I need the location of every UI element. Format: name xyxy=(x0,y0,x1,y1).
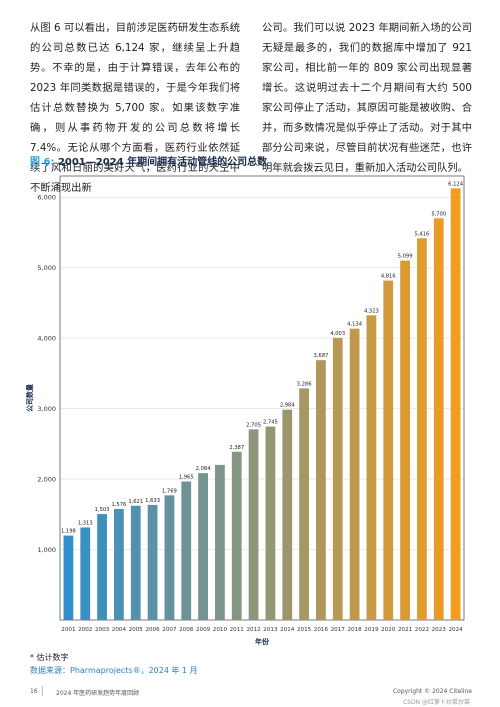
bar xyxy=(332,337,343,620)
data-label: 1,965 xyxy=(179,475,194,481)
x-axis-title: 年份 xyxy=(255,637,270,646)
x-tick-label: 2018 xyxy=(347,627,362,633)
publication-name: 2024 年医药研发趋势年度回顾 xyxy=(56,690,140,697)
figure-notes: * 估计数字 数据来源：Pharmaprojects®，2024 年 1 月 xyxy=(30,651,198,677)
bar xyxy=(299,388,309,620)
x-tick-label: 2006 xyxy=(145,627,160,633)
x-tick-label: 2020 xyxy=(381,627,396,633)
x-tick-label: 2002 xyxy=(78,627,92,633)
bar xyxy=(130,505,141,620)
page-number: 16 xyxy=(30,688,38,695)
source-note: 数据来源：Pharmaprojects®，2024 年 1 月 xyxy=(30,666,198,675)
x-tick-label: 2022 xyxy=(415,627,429,633)
y-tick-label: 6,000 xyxy=(37,194,56,202)
data-label: 3,286 xyxy=(297,381,312,387)
data-label: 1,313 xyxy=(78,520,93,526)
bar xyxy=(316,360,326,620)
bar xyxy=(248,429,259,620)
x-tick-label: 2012 xyxy=(246,627,260,633)
data-label: 5,416 xyxy=(414,231,429,237)
y-tick-label: 5,000 xyxy=(37,264,56,272)
x-tick-label: 2009 xyxy=(196,627,211,633)
data-label: 5,099 xyxy=(398,254,413,260)
x-tick-label: 2011 xyxy=(230,627,245,633)
figure-title: 图 6: 2001—2024 年期间拥有活动管线的公司总数 xyxy=(30,153,267,168)
bar xyxy=(400,260,410,620)
x-tick-label: 2004 xyxy=(112,627,127,633)
bar xyxy=(198,473,208,620)
x-tick-label: 2017 xyxy=(331,627,346,633)
bar xyxy=(433,218,444,620)
bar xyxy=(417,238,427,620)
x-tick-label: 2016 xyxy=(314,627,329,633)
bar xyxy=(147,504,158,620)
data-label: 5,700 xyxy=(431,211,446,217)
bar xyxy=(164,495,175,620)
bar xyxy=(383,280,394,620)
x-tick-label: 2008 xyxy=(179,627,194,633)
x-tick-label: 2024 xyxy=(448,627,463,633)
data-label: 2,705 xyxy=(246,422,261,428)
data-label: 4,323 xyxy=(364,308,379,314)
bar xyxy=(181,481,192,620)
bar xyxy=(265,426,276,620)
data-label: 3,687 xyxy=(313,353,328,359)
bar xyxy=(282,409,293,620)
right-column-text: 公司。我们可以说 2023 年期间新入场的公司无疑是最多的，我们的数据库中增加了… xyxy=(262,22,472,174)
y-tick-label: 2,000 xyxy=(37,476,56,484)
data-label: 2,387 xyxy=(229,445,244,451)
x-tick-label: 2003 xyxy=(95,627,110,633)
x-tick-label: 2015 xyxy=(297,627,312,633)
data-label: 2,745 xyxy=(263,420,278,426)
data-label: 1,198 xyxy=(61,529,76,535)
copyright: Copyright © 2024 Citeline xyxy=(392,688,472,695)
y-tick-label: 3,000 xyxy=(37,405,56,413)
data-label: 4,816 xyxy=(381,274,396,280)
x-tick-label: 2019 xyxy=(364,627,379,633)
data-label: 1,576 xyxy=(111,502,126,508)
bar xyxy=(450,188,461,620)
bar xyxy=(114,508,124,620)
bar xyxy=(231,451,242,620)
y-tick-label: 1,000 xyxy=(37,546,56,554)
bar xyxy=(63,535,74,620)
footer-divider xyxy=(42,686,43,696)
data-label: 2,084 xyxy=(196,466,212,472)
x-tick-label: 2007 xyxy=(162,627,177,633)
data-label: 4,134 xyxy=(347,322,363,328)
figure-caption: 2001—2024 年期间拥有活动管线的公司总数 xyxy=(57,157,268,168)
x-tick-label: 2014 xyxy=(280,627,295,633)
x-tick-label: 2021 xyxy=(398,627,413,633)
bar xyxy=(215,464,225,620)
data-label: 1,769 xyxy=(162,488,177,494)
bar xyxy=(366,315,377,620)
bar xyxy=(97,514,107,620)
bar xyxy=(349,328,360,620)
body-text: 从图 6 可以看出，目前涉足医药研发生态系统的公司总数已达 6,124 家，继续… xyxy=(30,18,472,198)
data-label: 6,124 xyxy=(448,181,464,187)
estimate-note: * 估计数字 xyxy=(30,653,69,662)
data-label: 4,003 xyxy=(330,331,345,337)
x-tick-label: 2001 xyxy=(61,627,76,633)
data-label: 1,503 xyxy=(95,507,110,513)
bar xyxy=(80,527,91,620)
figure-number: 图 6: xyxy=(30,157,55,168)
data-label: 2,984 xyxy=(280,403,296,409)
y-tick-label: 4,000 xyxy=(37,335,56,343)
left-column-text: 从图 6 可以看出，目前涉足医药研发生态系统的公司总数已达 6,124 家，继续… xyxy=(30,22,240,194)
plot-frame xyxy=(59,175,465,621)
y-axis-title: 公司数量 xyxy=(25,384,34,412)
watermark: CSDN @红萝卜炒菜炒菜 xyxy=(402,699,470,706)
data-label: 1,633 xyxy=(145,498,160,504)
x-tick-label: 2013 xyxy=(263,627,278,633)
x-tick-label: 2010 xyxy=(213,627,228,633)
x-tick-label: 2023 xyxy=(432,627,447,633)
data-label: 1,621 xyxy=(128,499,143,505)
bar-chart: 1,000 2,000 3,000 4,000 5,000 6,000 1,198 2001 1… xyxy=(25,175,465,646)
x-tick-label: 2005 xyxy=(129,627,144,633)
